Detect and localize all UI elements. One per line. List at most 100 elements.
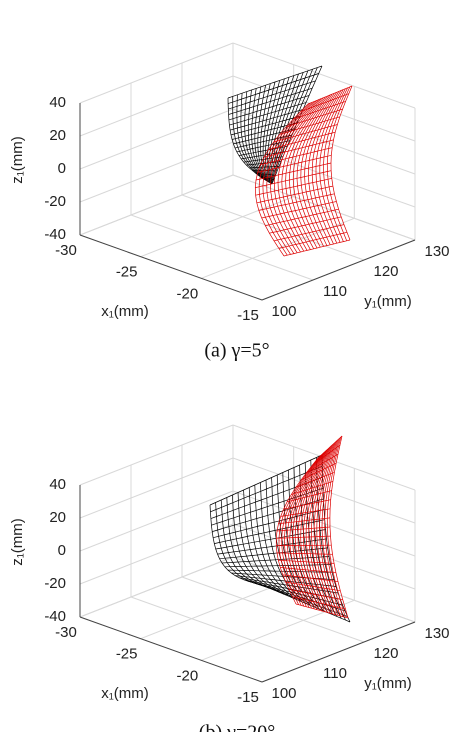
- grid-line: [79, 108, 234, 170]
- x-tick-label: -15: [237, 307, 259, 324]
- surface-mesh: [271, 67, 318, 184]
- surface-mesh: [265, 208, 339, 226]
- x-tick-label: -20: [176, 667, 198, 684]
- surface-mesh: [239, 577, 339, 594]
- surface-mesh: [295, 603, 349, 619]
- surface-mesh: [283, 239, 351, 257]
- grid-line: [232, 457, 416, 524]
- grid-line: [232, 490, 416, 557]
- x-axis-label: x₁(mm): [101, 685, 149, 702]
- surface-mesh: [326, 86, 351, 241]
- grid-line: [79, 523, 234, 585]
- surface-mesh: [261, 584, 351, 623]
- surface-mesh: [299, 464, 333, 615]
- grid-line: [79, 490, 234, 552]
- surface-mesh: [308, 444, 333, 613]
- grid-line: [79, 457, 234, 519]
- y-axis-label: y₁(mm): [364, 675, 412, 692]
- surface-mesh: [308, 91, 340, 245]
- x-tick-label: -25: [116, 646, 138, 663]
- y-tick-label: 120: [373, 263, 398, 280]
- surface-mesh: [258, 193, 335, 211]
- y-axis: [261, 621, 416, 683]
- grid-line: [79, 174, 234, 236]
- grid-line: [79, 75, 234, 137]
- surface-mesh: [236, 140, 290, 153]
- y-tick-label: 110: [323, 283, 347, 300]
- surface-mesh: [329, 435, 349, 619]
- x-tick-label: -30: [55, 624, 77, 641]
- surface-mesh: [270, 69, 313, 184]
- surface-mesh: [246, 161, 282, 166]
- y-tick-label: 130: [424, 243, 449, 260]
- x-tick-label: -15: [237, 689, 259, 706]
- surface-mesh: [319, 88, 346, 243]
- surface-mesh: [270, 70, 309, 184]
- surface-mesh: [282, 574, 339, 582]
- z-tick-label: -40: [44, 608, 66, 625]
- x-tick-label: -30: [55, 242, 77, 259]
- surface-mesh: [238, 145, 288, 156]
- surface-mesh: [271, 65, 323, 185]
- z-tick-label: -20: [44, 193, 66, 210]
- y-axis-label: y₁(mm): [364, 293, 412, 310]
- z-axis-label: z₁(mm): [9, 518, 26, 566]
- surface-mesh: [227, 569, 333, 573]
- surface-mesh: [224, 564, 331, 568]
- surface-mesh: [316, 441, 337, 615]
- surface-mesh: [323, 87, 348, 242]
- z-tick-label: 20: [49, 509, 66, 526]
- z-tick-label: -40: [44, 226, 66, 243]
- surface-mesh: [321, 439, 341, 617]
- surface-mesh: [324, 438, 344, 617]
- grid-line: [181, 576, 365, 643]
- surface-mesh: [276, 535, 331, 539]
- z-tick-label: 20: [49, 127, 66, 144]
- surface-mesh: [311, 443, 334, 614]
- surface-mesh: [241, 151, 286, 160]
- surface-mesh: [273, 224, 345, 242]
- grid-line: [181, 194, 365, 261]
- surface-mesh: [280, 567, 336, 573]
- surface-mesh: [315, 89, 344, 244]
- z-tick-label: -20: [44, 575, 66, 592]
- y-tick-label: 100: [271, 685, 296, 702]
- surface-mesh: [269, 216, 342, 234]
- surface-mesh: [276, 526, 331, 532]
- surface-mesh: [266, 78, 285, 182]
- surface-mesh: [288, 589, 343, 601]
- grid-line: [140, 196, 294, 258]
- surface-mesh: [285, 581, 341, 592]
- surface-mesh: [231, 572, 335, 580]
- grid-line: [140, 578, 294, 640]
- z-tick-label: 0: [58, 542, 66, 559]
- surface-mesh: [292, 94, 331, 249]
- grid-line: [232, 42, 416, 109]
- grid-line: [79, 556, 234, 618]
- surface-mesh: [278, 559, 335, 564]
- y-tick-label: 110: [323, 665, 347, 682]
- caption: (b) γ=20°: [199, 722, 275, 732]
- surface-mesh: [313, 442, 336, 614]
- z-tick-label: 40: [49, 94, 66, 111]
- surface-mesh: [300, 93, 335, 247]
- y-axis: [261, 239, 416, 301]
- grid-line: [79, 141, 234, 203]
- surface-mesh: [304, 92, 337, 246]
- grid-line: [79, 424, 234, 486]
- y-tick-label: 120: [373, 645, 398, 662]
- grid-line: [130, 214, 314, 281]
- surface-mesh: [255, 178, 332, 196]
- surface-mesh: [261, 201, 337, 219]
- surface-mesh: [316, 457, 346, 621]
- x-axis: [79, 616, 263, 683]
- surface-mesh: [249, 165, 280, 169]
- surface-mesh: [288, 469, 324, 612]
- surface-mesh: [255, 172, 276, 176]
- surface-mesh: [255, 170, 332, 188]
- surface-mesh: [330, 85, 353, 241]
- grid-line: [130, 596, 314, 663]
- x-axis: [79, 234, 263, 301]
- surface-mesh: [255, 162, 332, 181]
